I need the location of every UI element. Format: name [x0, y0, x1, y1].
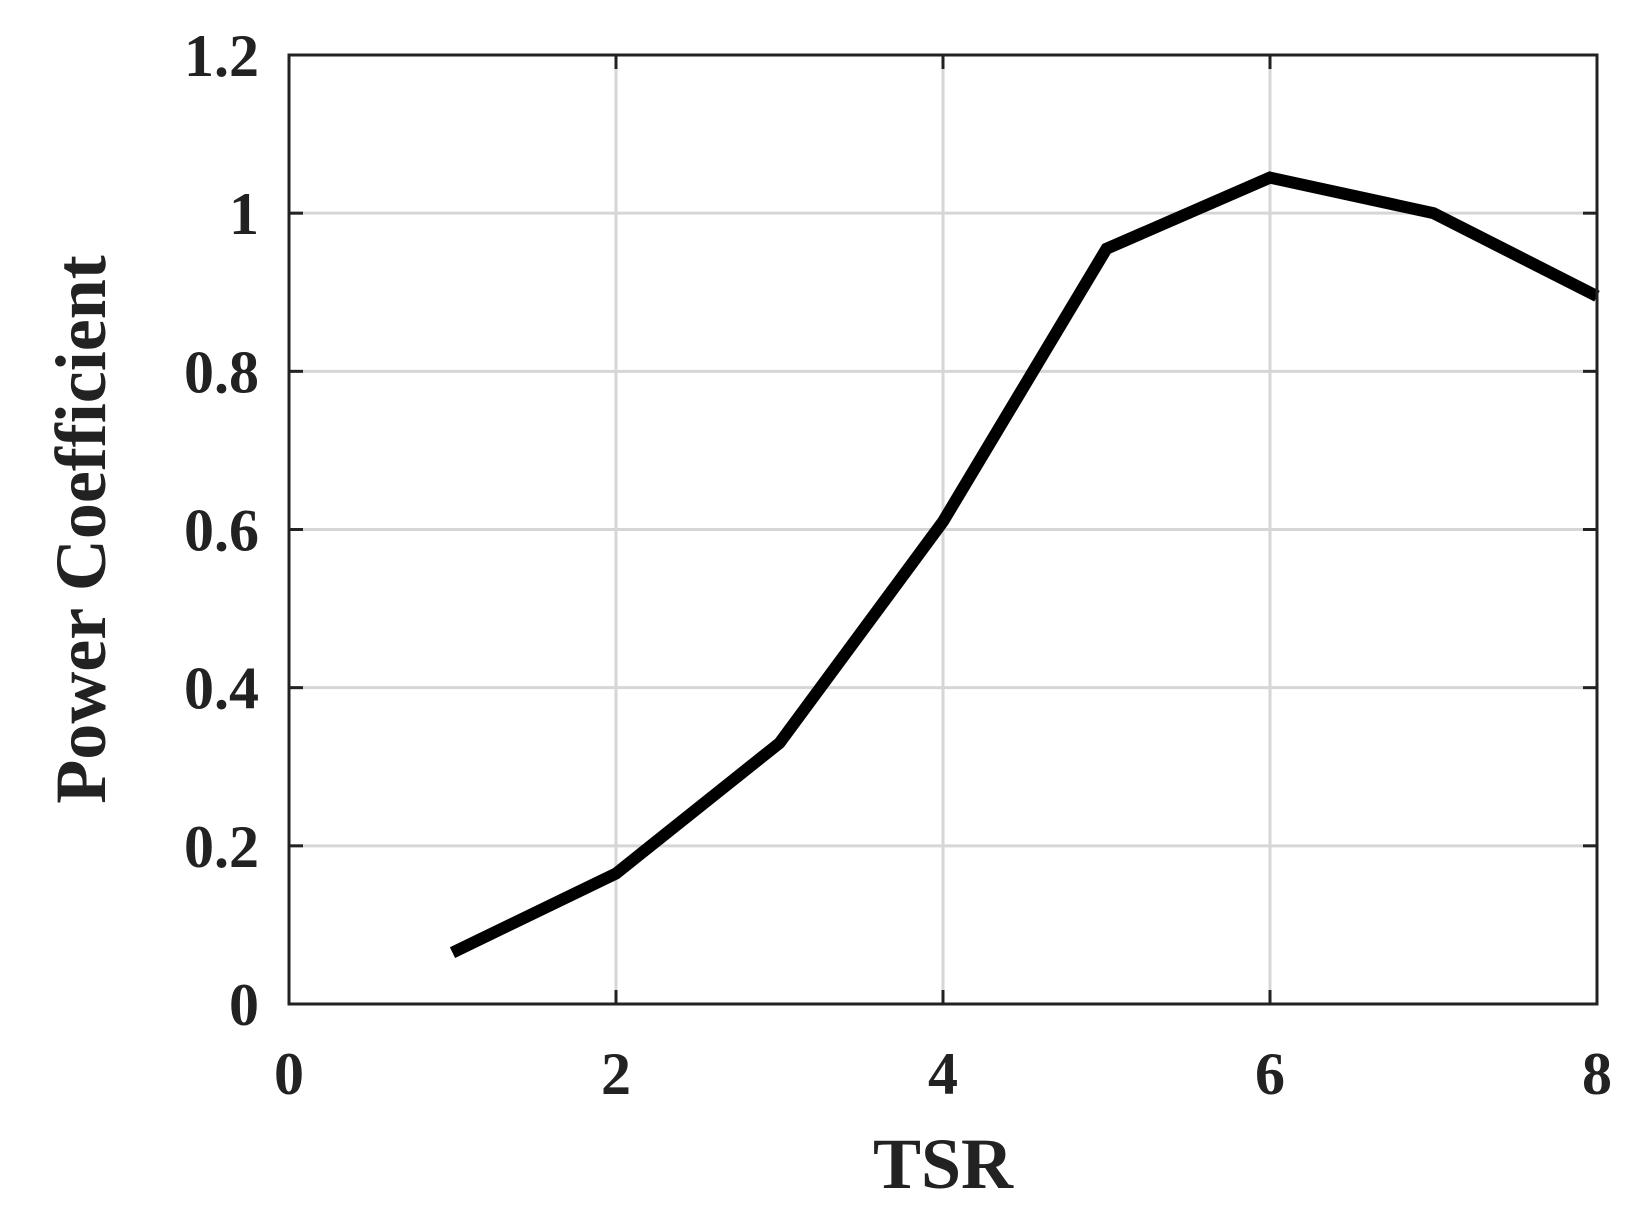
x-axis-label: TSR — [873, 1124, 1014, 1204]
tick-marks — [287, 53, 1599, 1006]
y-tick-label: 1.2 — [184, 23, 259, 89]
x-tick-label: 4 — [928, 1041, 958, 1107]
y-tick-label: 0.8 — [184, 339, 259, 405]
x-tick-label: 8 — [1582, 1041, 1612, 1107]
y-tick-label: 0.2 — [184, 814, 259, 880]
y-axis-label: Power Coefficient — [41, 255, 121, 803]
y-tick-label: 0.6 — [184, 498, 259, 564]
x-tick-labels: 0 2 4 6 8 — [274, 1041, 1612, 1107]
x-tick-label: 2 — [601, 1041, 631, 1107]
series-line — [449, 171, 1600, 958]
y-tick-label: 0.4 — [184, 656, 259, 722]
y-tick-label: 0 — [229, 972, 259, 1038]
x-tick-label: 6 — [1255, 1041, 1285, 1107]
y-tick-labels: 0 0.2 0.4 0.6 0.8 1 1.2 — [184, 23, 259, 1038]
x-tick-label: 0 — [274, 1041, 304, 1107]
y-tick-label: 1 — [229, 181, 259, 247]
